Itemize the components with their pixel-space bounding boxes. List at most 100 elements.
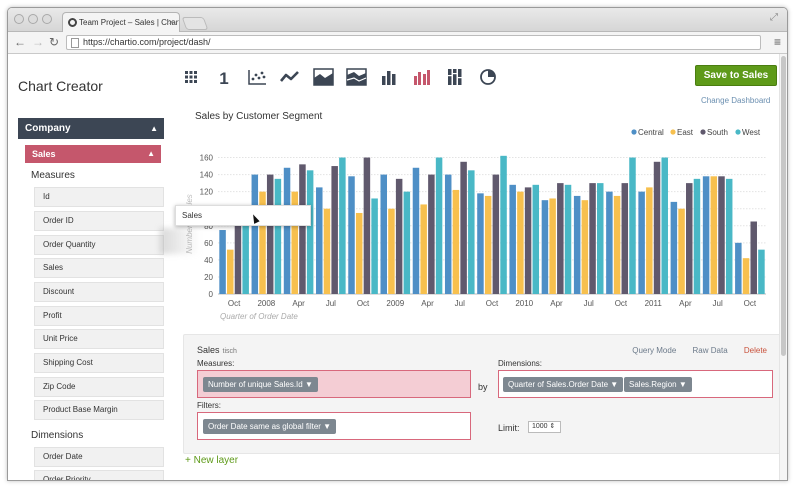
- dimension-field[interactable]: Order Date: [34, 447, 164, 467]
- back-icon[interactable]: ←: [14, 35, 26, 49]
- sidebar: Company ▲ Sales ▲ Measures Id Order ID O…: [18, 118, 164, 480]
- datasource-header[interactable]: Company ▲: [18, 118, 164, 139]
- favicon-icon: [68, 18, 77, 27]
- close-window-icon[interactable]: [14, 14, 24, 24]
- measure-pill[interactable]: Number of unique Sales.Id ▼: [203, 377, 318, 392]
- x-tick-label: Oct: [357, 299, 370, 308]
- measure-field[interactable]: Unit Price: [34, 329, 164, 349]
- bar-east: [420, 204, 427, 294]
- bar-west: [725, 178, 733, 294]
- tab-title: Team Project – Sales | Chartio: [79, 18, 180, 27]
- collapse-icon[interactable]: ▲: [150, 124, 158, 133]
- measures-dropzone[interactable]: Number of unique Sales.Id ▼: [197, 370, 471, 398]
- grouped-bar-icon[interactable]: [409, 66, 435, 88]
- dimensions-label: Dimensions:: [498, 359, 543, 368]
- area-icon[interactable]: [310, 66, 336, 88]
- url-input[interactable]: https://chartio.com/project/dash/: [66, 35, 761, 50]
- line-icon[interactable]: [277, 66, 303, 88]
- address-bar: ← → ↻ https://chartio.com/project/dash/ …: [8, 32, 787, 54]
- measure-field[interactable]: Order ID: [34, 211, 164, 231]
- close-tab-icon[interactable]: ×: [168, 17, 174, 27]
- x-tick-label: Oct: [486, 299, 499, 308]
- bar-central: [702, 176, 710, 294]
- bar-south: [299, 164, 306, 294]
- pie-icon[interactable]: [475, 66, 501, 88]
- filter-pill[interactable]: Order Date same as global filter ▼: [203, 419, 337, 434]
- reload-icon[interactable]: ↻: [49, 35, 60, 49]
- bar-south: [686, 183, 693, 294]
- delete-layer-link[interactable]: Delete: [743, 346, 767, 355]
- scatter-icon[interactable]: [244, 66, 270, 88]
- measure-field[interactable]: Id: [34, 187, 164, 207]
- x-tick-label: Apr: [421, 299, 434, 308]
- new-tab-button[interactable]: [181, 17, 209, 30]
- x-tick-label: Apr: [292, 299, 305, 308]
- page-title: Chart Creator: [18, 78, 103, 94]
- dimensions-dropzone[interactable]: Quarter of Sales.Order Date ▼ Sales.Regi…: [498, 370, 773, 398]
- page-icon: [71, 38, 79, 48]
- browser-tab[interactable]: Team Project – Sales | Chartio ×: [62, 12, 180, 33]
- legend-swatch: [670, 129, 676, 135]
- legend-swatch: [735, 129, 741, 135]
- x-tick-label: Jul: [584, 299, 594, 308]
- change-dashboard-link[interactable]: Change Dashboard: [701, 96, 771, 105]
- bar-east: [581, 200, 589, 294]
- bar-south: [653, 161, 661, 294]
- filters-dropzone[interactable]: Order Date same as global filter ▼: [197, 412, 471, 440]
- dimension-pill[interactable]: Sales.Region ▼: [624, 377, 692, 392]
- bar-west: [371, 198, 378, 294]
- bar-central: [316, 187, 323, 294]
- dropdown-arrow-icon: ▼: [610, 380, 619, 389]
- y-tick-label: 160: [200, 154, 214, 163]
- limit-input[interactable]: 1000 ⇕: [528, 421, 561, 433]
- maximize-window-icon[interactable]: [42, 14, 52, 24]
- dimension-field[interactable]: Order Priority: [34, 470, 164, 480]
- table-icon[interactable]: [178, 66, 204, 88]
- fullscreen-icon[interactable]: ⤢: [770, 12, 778, 23]
- new-layer-link[interactable]: + New layer: [185, 455, 239, 466]
- measure-field[interactable]: Product Base Margin: [34, 400, 164, 420]
- dimension-pill[interactable]: Quarter of Sales.Order Date ▼: [503, 377, 624, 392]
- layer-panel: Sales tisch Query Mode Raw Data Delete Me…: [183, 334, 784, 454]
- menu-icon[interactable]: ≡: [773, 35, 781, 49]
- browser-titlebar: Team Project – Sales | Chartio × ⤢: [8, 8, 787, 33]
- bar-central: [735, 242, 742, 294]
- legend-label: East: [677, 128, 694, 137]
- bar-east: [291, 191, 298, 294]
- scrollbar-thumb[interactable]: [781, 56, 786, 356]
- bar-west: [564, 184, 572, 294]
- bar-east: [678, 208, 685, 294]
- measure-field[interactable]: Zip Code: [34, 377, 164, 397]
- bar-south: [621, 183, 629, 294]
- measure-field[interactable]: Order Quantity: [34, 235, 164, 255]
- limit-label: Limit:: [498, 423, 520, 433]
- legend-swatch: [700, 129, 706, 135]
- layer-title: Sales tisch: [197, 345, 237, 355]
- bar-central: [509, 184, 516, 294]
- collapse-icon[interactable]: ▲: [147, 149, 155, 158]
- query-mode-link[interactable]: Query Mode: [632, 346, 677, 355]
- raw-data-link[interactable]: Raw Data: [692, 346, 728, 355]
- y-tick-label: 0: [209, 290, 214, 299]
- table-header[interactable]: Sales ▲: [25, 145, 161, 163]
- bar-central: [380, 174, 387, 294]
- bar-central: [251, 174, 259, 294]
- bar-icon[interactable]: [376, 66, 402, 88]
- x-axis-title: Quarter of Order Date: [220, 312, 298, 321]
- single-value-icon[interactable]: 1: [211, 66, 237, 88]
- stacked-bar-icon[interactable]: [442, 66, 468, 88]
- save-button[interactable]: Save to Sales: [695, 65, 777, 86]
- dragged-field[interactable]: Sales: [175, 205, 311, 226]
- forward-icon[interactable]: →: [32, 35, 44, 49]
- measure-field[interactable]: Discount: [34, 282, 164, 302]
- x-tick-label: Oct: [744, 299, 757, 308]
- minimize-window-icon[interactable]: [28, 14, 38, 24]
- bar-south: [363, 157, 371, 294]
- measure-field[interactable]: Profit: [34, 306, 164, 326]
- dropdown-arrow-icon: ▼: [678, 380, 687, 389]
- stacked-area-icon[interactable]: [343, 66, 369, 88]
- bar-east: [259, 191, 266, 294]
- measure-field[interactable]: Shipping Cost: [34, 353, 164, 373]
- scrollbar[interactable]: [779, 54, 787, 480]
- measure-field[interactable]: Sales: [34, 258, 164, 278]
